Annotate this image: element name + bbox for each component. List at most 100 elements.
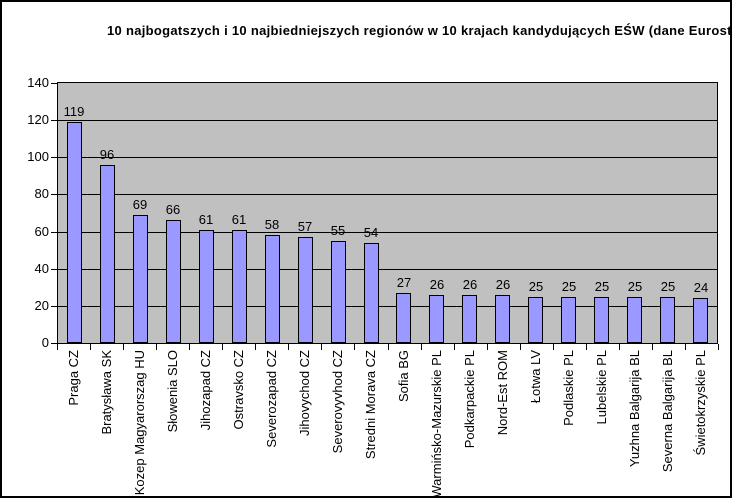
x-category-label: Nord-Est ROM (495, 350, 510, 436)
bar-value-label: 61 (231, 212, 247, 227)
x-category-label: Bratysława SK (99, 350, 114, 435)
bar-value-label: 55 (330, 223, 346, 238)
bar (528, 297, 543, 343)
bar (166, 220, 181, 343)
bar (561, 297, 576, 343)
x-tick-mark (90, 344, 91, 350)
x-category-label: Stredni Morava CZ (363, 350, 378, 460)
gridline (58, 194, 717, 195)
x-category-label: Kozep Magyarorszag HU (132, 350, 147, 496)
x-tick-mark (222, 344, 223, 350)
bar-value-label: 61 (198, 212, 214, 227)
bar-value-label: 24 (693, 280, 709, 295)
gridline (58, 269, 717, 270)
x-category-label: Podkarpackie PL (462, 350, 477, 449)
y-tick-label: 100 (27, 149, 49, 164)
x-tick-mark (586, 344, 587, 350)
x-category-label: Podlaskie PL (561, 350, 576, 426)
x-tick-mark (156, 344, 157, 350)
bar (693, 298, 708, 343)
y-tick-label: 80 (34, 186, 49, 201)
x-category-label: Łotwa LV (528, 350, 543, 404)
bar (298, 237, 313, 343)
bar-value-label: 54 (363, 225, 379, 240)
x-tick-mark (553, 344, 554, 350)
bar (396, 293, 411, 343)
bar-value-label: 119 (63, 104, 85, 119)
x-category-label: Ostravsko CZ (231, 350, 246, 430)
bar (660, 297, 675, 343)
bar-value-label: 25 (594, 279, 610, 294)
bar-value-label: 25 (627, 279, 643, 294)
y-tick-mark (51, 83, 57, 84)
bar (133, 215, 148, 343)
bar-value-label: 25 (528, 279, 544, 294)
x-category-label: Severovyvhod CZ (330, 350, 345, 454)
bar (627, 297, 642, 343)
y-tick-label: 120 (27, 112, 49, 127)
x-category-label: Sofia BG (396, 350, 411, 403)
x-category-label: Jihovychod CZ (297, 350, 312, 436)
x-category-label: Słowenia SLO (165, 350, 180, 433)
x-category-label: Warmińsko-Mazurskie PL (429, 350, 444, 498)
bar-value-label: 58 (264, 217, 280, 232)
gridline (58, 157, 717, 158)
x-tick-mark (619, 344, 620, 350)
bar (100, 165, 115, 343)
y-tick-mark (51, 343, 57, 344)
bar-value-label: 26 (495, 277, 511, 292)
x-category-label: Lubelskie PL (594, 350, 609, 425)
y-tick-label: 0 (41, 335, 49, 350)
y-tick-mark (51, 306, 57, 307)
x-tick-mark (487, 344, 488, 350)
bar (594, 297, 609, 343)
x-tick-mark (685, 344, 686, 350)
x-tick-mark (454, 344, 455, 350)
bar-value-label: 25 (561, 279, 577, 294)
y-tick-label: 140 (27, 75, 49, 90)
plot-area: 119 96 69 66 61 61 58 57 55 54 27 26 26 26 25 25 25 25 25 2… (57, 82, 718, 344)
x-category-label: Severozapad CZ (264, 350, 279, 448)
x-tick-mark (421, 344, 422, 350)
gridline (58, 306, 717, 307)
y-tick-mark (51, 269, 57, 270)
x-tick-mark (354, 344, 355, 350)
x-category-label: Yuzhna Balgarija BL (627, 350, 642, 468)
bar-value-label: 96 (99, 147, 115, 162)
bar (462, 295, 477, 343)
x-category-label: Jihozapad CZ (198, 350, 213, 431)
y-tick-label: 40 (34, 261, 49, 276)
x-tick-mark (520, 344, 521, 350)
y-tick-mark (51, 120, 57, 121)
bar-value-label: 25 (660, 279, 676, 294)
x-tick-mark (321, 344, 322, 350)
bar-value-label: 27 (396, 275, 412, 290)
y-tick-mark (51, 157, 57, 158)
bar (364, 243, 379, 343)
bar (331, 241, 346, 343)
bar (67, 122, 82, 343)
bar (495, 295, 510, 343)
bar-value-label: 26 (462, 277, 478, 292)
x-tick-mark (718, 344, 719, 350)
x-tick-mark (189, 344, 190, 350)
x-tick-mark (652, 344, 653, 350)
y-tick-mark (51, 232, 57, 233)
gridline (58, 120, 717, 121)
bar-value-label: 57 (297, 219, 313, 234)
gridline (58, 232, 717, 233)
y-tick-mark (51, 194, 57, 195)
x-tick-mark (388, 344, 389, 350)
x-category-label: Severna Balgarija BL (660, 350, 675, 473)
y-tick-label: 60 (34, 224, 49, 239)
bar-value-label: 26 (429, 277, 445, 292)
bar (429, 295, 444, 343)
bar (232, 230, 247, 343)
bar (199, 230, 214, 343)
x-category-label: Świetokrzyskie PL (693, 350, 708, 456)
bar (265, 235, 280, 343)
x-tick-mark (57, 344, 58, 350)
chart-title: 10 najbogatszych i 10 najbiedniejszych r… (107, 23, 732, 38)
x-category-label: Praga CZ (66, 350, 81, 406)
